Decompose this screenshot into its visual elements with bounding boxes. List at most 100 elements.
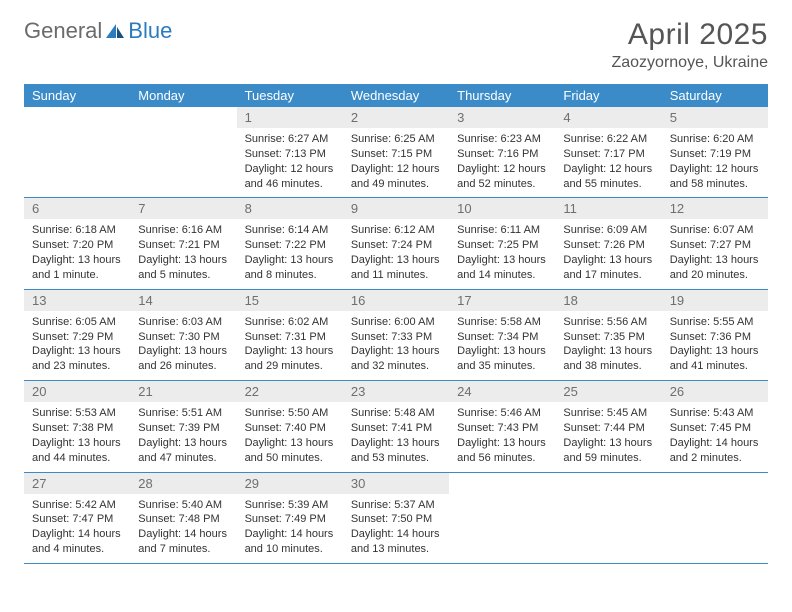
calendar-day-cell: 28Sunrise: 5:40 AMSunset: 7:48 PMDayligh… (130, 472, 236, 563)
day-body: Sunrise: 6:22 AMSunset: 7:17 PMDaylight:… (555, 128, 661, 197)
day-body: Sunrise: 6:03 AMSunset: 7:30 PMDaylight:… (130, 311, 236, 380)
sunrise-text: Sunrise: 6:27 AM (245, 132, 335, 147)
calendar-week-row: 13Sunrise: 6:05 AMSunset: 7:29 PMDayligh… (24, 289, 768, 380)
calendar-empty-cell (555, 472, 661, 563)
daylight-text: Daylight: 13 hours and 50 minutes. (245, 436, 335, 466)
calendar-day-cell: 8Sunrise: 6:14 AMSunset: 7:22 PMDaylight… (237, 198, 343, 289)
daylight-text: Daylight: 12 hours and 46 minutes. (245, 162, 335, 192)
sunset-text: Sunset: 7:21 PM (138, 238, 228, 253)
day-body: Sunrise: 6:25 AMSunset: 7:15 PMDaylight:… (343, 128, 449, 197)
sunrise-text: Sunrise: 6:03 AM (138, 315, 228, 330)
day-body: Sunrise: 5:51 AMSunset: 7:39 PMDaylight:… (130, 402, 236, 471)
day-body: Sunrise: 6:09 AMSunset: 7:26 PMDaylight:… (555, 219, 661, 288)
calendar-day-cell: 18Sunrise: 5:56 AMSunset: 7:35 PMDayligh… (555, 289, 661, 380)
sunrise-text: Sunrise: 5:53 AM (32, 406, 122, 421)
calendar-day-cell: 12 Sunrise: 6:07 AMSunset: 7:27 PMDayligh… (662, 198, 768, 289)
daylight-text: Daylight: 13 hours and 47 minutes. (138, 436, 228, 466)
day-number: 4 (555, 107, 661, 128)
day-body: Sunrise: 5:55 AMSunset: 7:36 PMDaylight:… (662, 311, 768, 380)
sunset-text: Sunset: 7:22 PM (245, 238, 335, 253)
logo-text-blue: Blue (128, 18, 172, 44)
daylight-text: Daylight: 13 hours and 41 minutes. (670, 344, 760, 374)
day-body: Sunrise: 6:12 AMSunset: 7:24 PMDaylight:… (343, 219, 449, 288)
daylight-text: Daylight: 13 hours and 20 minutes. (670, 253, 760, 283)
calendar-day-cell: 9Sunrise: 6:12 AMSunset: 7:24 PMDaylight… (343, 198, 449, 289)
day-number: 16 (343, 290, 449, 311)
day-number: 20 (24, 381, 130, 402)
calendar-day-cell: 21Sunrise: 5:51 AMSunset: 7:39 PMDayligh… (130, 381, 236, 472)
header: General Blue April 2025 Zaozyornoye, Ukr… (24, 18, 768, 72)
calendar-week-row: 27Sunrise: 5:42 AMSunset: 7:47 PMDayligh… (24, 472, 768, 563)
calendar-day-cell: 27Sunrise: 5:42 AMSunset: 7:47 PMDayligh… (24, 472, 130, 563)
daylight-text: Daylight: 13 hours and 5 minutes. (138, 253, 228, 283)
day-body: Sunrise: 6:27 AMSunset: 7:13 PMDaylight:… (237, 128, 343, 197)
day-body: Sunrise: 6:23 AMSunset: 7:16 PMDaylight:… (449, 128, 555, 197)
sunrise-text: Sunrise: 6:07 AM (670, 223, 760, 238)
day-number: 28 (130, 473, 236, 494)
calendar-week-row: 20 Sunrise: 5:53 AMSunset: 7:38 PM Dayligh… (24, 381, 768, 472)
day-number: 1 (237, 107, 343, 128)
daylight-text: Daylight: 14 hours and 7 minutes. (138, 527, 228, 557)
sunset-text: Sunset: 7:43 PM (457, 421, 547, 436)
day-number: 22 (237, 381, 343, 402)
sunset-text: Sunset: 7:27 PM (670, 238, 760, 253)
day-body: Sunrise: 5:50 AMSunset: 7:40 PMDaylight:… (237, 402, 343, 471)
day-body: Sunrise: 5:40 AMSunset: 7:48 PMDaylight:… (130, 494, 236, 563)
day-body: Sunrise: 6:05 AMSunset: 7:29 PMDaylight:… (24, 311, 130, 380)
day-number: 29 (237, 473, 343, 494)
calendar-empty-cell (449, 472, 555, 563)
sunset-text: Sunset: 7:41 PM (351, 421, 441, 436)
sunrise-text: Sunrise: 5:43 AM (670, 406, 760, 421)
sunrise-text: Sunrise: 6:25 AM (351, 132, 441, 147)
day-body: Sunrise: 5:39 AMSunset: 7:49 PMDaylight:… (237, 494, 343, 563)
sunset-text: Sunset: 7:24 PM (351, 238, 441, 253)
sunrise-text: Sunrise: 6:14 AM (245, 223, 335, 238)
day-body: Sunrise: 5:42 AMSunset: 7:47 PMDaylight:… (24, 494, 130, 563)
sunset-text: Sunset: 7:38 PM (32, 421, 122, 436)
calendar-day-cell: 24Sunrise: 5:46 AMSunset: 7:43 PMDayligh… (449, 381, 555, 472)
daylight-text: Daylight: 13 hours and 11 minutes. (351, 253, 441, 283)
day-number: 15 (237, 290, 343, 311)
calendar-day-cell: 16Sunrise: 6:00 AMSunset: 7:33 PMDayligh… (343, 289, 449, 380)
daylight-text: Daylight: 13 hours and 14 minutes. (457, 253, 547, 283)
day-number: 12 (662, 198, 768, 219)
sunrise-text: Sunrise: 5:50 AM (245, 406, 335, 421)
sunset-text: Sunset: 7:29 PM (32, 330, 122, 345)
location-label: Zaozyornoye, Ukraine (611, 54, 768, 72)
sunset-text: Sunset: 7:39 PM (138, 421, 228, 436)
day-number: 10 (449, 198, 555, 219)
calendar-day-cell: 23Sunrise: 5:48 AMSunset: 7:41 PMDayligh… (343, 381, 449, 472)
logo: General Blue (24, 18, 172, 44)
calendar-day-cell: 30Sunrise: 5:37 AMSunset: 7:50 PMDayligh… (343, 472, 449, 563)
daylight-text: Daylight: 12 hours and 58 minutes. (670, 162, 760, 192)
weekday-header: Friday (555, 84, 661, 107)
calendar-day-cell: 22Sunrise: 5:50 AMSunset: 7:40 PMDayligh… (237, 381, 343, 472)
sunset-text: Sunset: 7:36 PM (670, 330, 760, 345)
sunrise-text: Sunrise: 6:11 AM (457, 223, 547, 238)
calendar-day-cell: 4Sunrise: 6:22 AMSunset: 7:17 PMDaylight… (555, 107, 661, 198)
day-number: 14 (130, 290, 236, 311)
sunset-text: Sunset: 7:15 PM (351, 147, 441, 162)
sunrise-text: Sunrise: 6:00 AM (351, 315, 441, 330)
day-body: Sunrise: 6:20 AMSunset: 7:19 PMDaylight:… (662, 128, 768, 197)
sunset-text: Sunset: 7:49 PM (245, 512, 335, 527)
calendar-week-row: 6Sunrise: 6:18 AMSunset: 7:20 PMDaylight… (24, 198, 768, 289)
calendar-day-cell: 5Sunrise: 6:20 AMSunset: 7:19 PMDaylight… (662, 107, 768, 198)
weekday-header: Saturday (662, 84, 768, 107)
day-number: 17 (449, 290, 555, 311)
sunset-text: Sunset: 7:19 PM (670, 147, 760, 162)
sunrise-text: Sunrise: 5:56 AM (563, 315, 653, 330)
calendar-table: SundayMondayTuesdayWednesdayThursdayFrid… (24, 84, 768, 564)
day-number: 26 (662, 381, 768, 402)
calendar-empty-cell (24, 107, 130, 198)
weekday-header: Tuesday (237, 84, 343, 107)
sunset-text: Sunset: 7:16 PM (457, 147, 547, 162)
sunset-text: Sunset: 7:31 PM (245, 330, 335, 345)
sunset-text: Sunset: 7:50 PM (351, 512, 441, 527)
sunrise-text: Sunrise: 6:09 AM (563, 223, 653, 238)
calendar-day-cell: 6Sunrise: 6:18 AMSunset: 7:20 PMDaylight… (24, 198, 130, 289)
daylight-text: Daylight: 12 hours and 55 minutes. (563, 162, 653, 192)
sunset-text: Sunset: 7:35 PM (563, 330, 653, 345)
sunset-text: Sunset: 7:34 PM (457, 330, 547, 345)
calendar-day-cell: 20Sunrise: 5:53 AMSunset: 7:38 PMDayligh… (24, 381, 130, 472)
